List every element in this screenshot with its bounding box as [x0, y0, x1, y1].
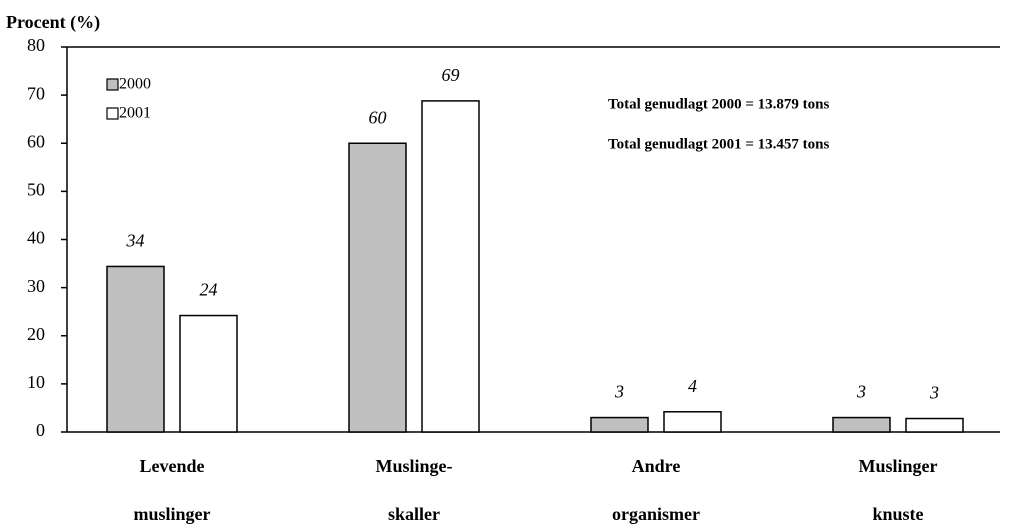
bar [663, 411, 722, 433]
y-tick-label: 70 [27, 83, 45, 103]
y-tick-label: 80 [27, 35, 45, 55]
legend-label: 2000 [119, 76, 151, 93]
value-label: 3 [929, 383, 939, 403]
value-label: 34 [126, 231, 145, 251]
y-tick-label: 10 [27, 372, 45, 392]
y-tick-label: 60 [27, 131, 45, 151]
y-tick-label: 20 [27, 324, 45, 344]
annotation: Total genudlagt 2001 = 13.457 tons [608, 136, 830, 152]
y-tick-label: 30 [27, 276, 45, 296]
value-label: 60 [369, 107, 387, 127]
y-tick-label: 40 [27, 228, 45, 248]
legend-label: 2001 [119, 105, 151, 122]
bar [179, 314, 238, 433]
value-label: 3 [856, 382, 866, 402]
y-tick-label: 0 [36, 420, 45, 440]
x-tick-label: muslinger [133, 504, 210, 524]
bar [106, 265, 165, 433]
axis-title: Procent (%) [6, 12, 100, 33]
bar [905, 417, 964, 433]
annotation: Total genudlagt 2000 = 13.879 tons [608, 96, 830, 112]
bar [421, 100, 480, 433]
bar [832, 416, 891, 433]
y-tick-label: 50 [27, 180, 45, 200]
bar [590, 416, 649, 433]
bar [348, 142, 407, 433]
value-label: 24 [200, 280, 218, 300]
legend-swatch [106, 78, 119, 91]
value-label: 69 [442, 65, 460, 85]
x-tick-label: knuste [872, 504, 923, 524]
x-tick-label: Andre [632, 456, 681, 476]
value-label: 3 [614, 382, 624, 402]
legend-swatch [106, 107, 119, 120]
x-tick-label: Muslinger [859, 456, 938, 476]
x-tick-label: organismer [612, 504, 700, 524]
x-tick-label: Levende [140, 456, 205, 476]
x-tick-label: skaller [388, 504, 440, 524]
value-label: 4 [688, 376, 697, 396]
x-tick-label: Muslinge- [375, 456, 452, 476]
